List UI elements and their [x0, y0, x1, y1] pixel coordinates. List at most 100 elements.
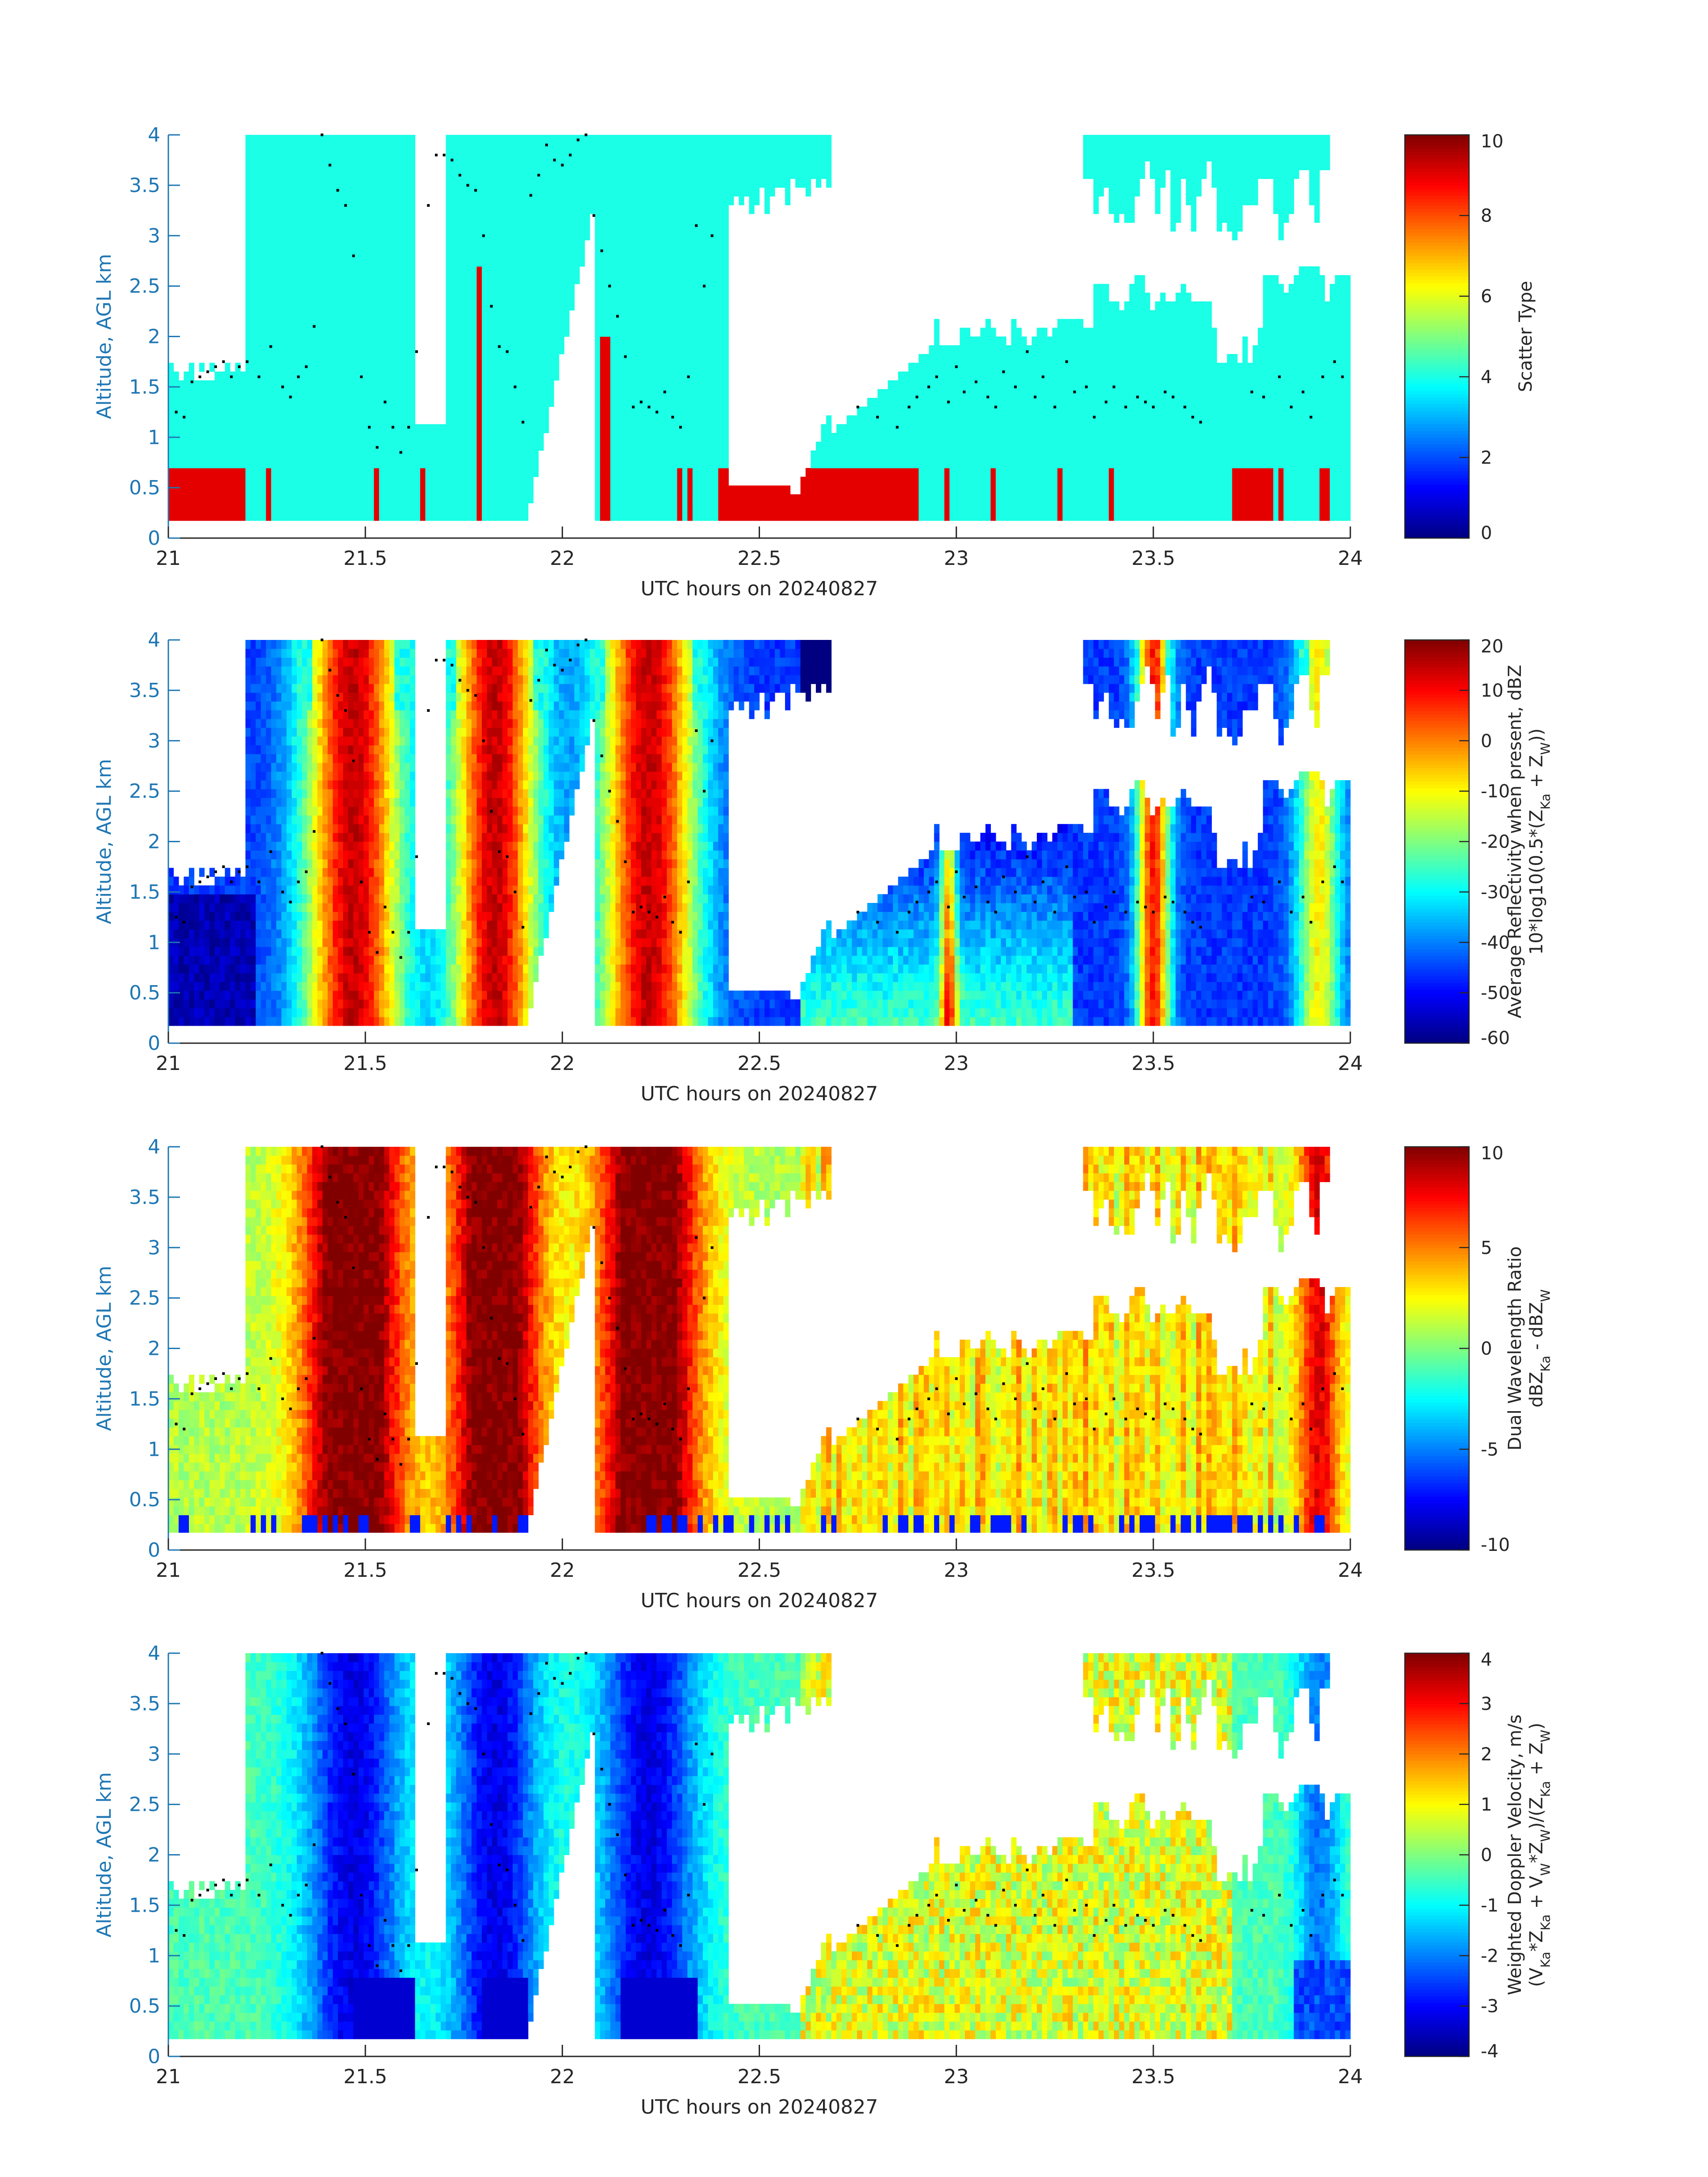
heatmap-cell	[986, 442, 991, 451]
heatmap-cell	[297, 407, 302, 416]
heatmap-cell	[528, 144, 534, 153]
heatmap-cell	[251, 310, 256, 319]
heatmap-cell	[374, 292, 379, 301]
heatmap-cell	[975, 477, 981, 486]
heatmap-cell	[246, 468, 251, 477]
heatmap-cell	[225, 415, 230, 424]
heatmap-cell	[600, 485, 606, 494]
heatmap-cell	[523, 363, 528, 372]
heatmap-cell	[209, 380, 215, 389]
heatmap-cell	[338, 196, 343, 205]
heatmap-cell	[405, 345, 410, 354]
heatmap-cell	[770, 179, 775, 188]
heatmap-cell	[328, 477, 333, 486]
heatmap-cell	[246, 328, 251, 337]
heatmap-cell	[626, 188, 631, 196]
heatmap-cell	[713, 240, 718, 249]
heatmap-cell	[492, 354, 497, 363]
heatmap-cell	[996, 433, 1001, 442]
heatmap-cell	[631, 477, 636, 486]
heatmap-cell	[292, 415, 297, 424]
heatmap-cell	[302, 468, 307, 477]
heatmap-cell	[641, 319, 647, 328]
heatmap-cell	[302, 380, 307, 389]
heatmap-cell	[256, 442, 261, 451]
heatmap-cell	[205, 415, 210, 424]
heatmap-cell	[667, 468, 672, 477]
heatmap-cell	[934, 512, 940, 521]
heatmap-cell	[728, 170, 734, 179]
heatmap-cell	[528, 179, 534, 188]
heatmap-cell	[472, 161, 477, 170]
heatmap-cell	[816, 459, 821, 468]
heatmap-cell	[883, 512, 888, 521]
heatmap-cell	[816, 179, 821, 188]
heatmap-cell	[693, 319, 698, 328]
heatmap-cell	[929, 485, 934, 494]
heatmap-cell	[656, 468, 662, 477]
heatmap-cell	[615, 380, 621, 389]
heatmap-cell	[656, 442, 662, 451]
heatmap-cell	[641, 512, 647, 521]
heatmap-cell	[543, 310, 549, 319]
heatmap-cell	[328, 337, 333, 346]
heatmap-cell	[1011, 319, 1016, 328]
heatmap-cell	[934, 503, 940, 512]
heatmap-cell	[852, 459, 857, 468]
heatmap-cell	[1021, 433, 1027, 442]
heatmap-cell	[394, 266, 400, 275]
heatmap-cell	[302, 249, 307, 258]
heatmap-cell	[271, 301, 276, 310]
heatmap-cell	[610, 451, 616, 460]
heatmap-cell	[456, 328, 461, 337]
heatmap-cell	[281, 222, 287, 231]
heatmap-cell	[980, 459, 986, 468]
heatmap-cell	[806, 135, 811, 144]
heatmap-cell	[697, 301, 703, 310]
heatmap-cell	[955, 372, 960, 380]
heatmap-cell	[949, 398, 955, 407]
heatmap-cell	[641, 354, 647, 363]
heatmap-cell	[687, 266, 693, 275]
heatmap-cell	[1021, 442, 1027, 451]
heatmap-cell	[842, 433, 847, 442]
heatmap-cell	[677, 459, 682, 468]
heatmap-cell	[626, 459, 631, 468]
heatmap-cell	[317, 135, 323, 144]
heatmap-cell	[328, 354, 333, 363]
heatmap-cell	[636, 512, 641, 521]
heatmap-cell	[1047, 337, 1052, 346]
heatmap-cell	[338, 477, 343, 486]
heatmap-cell	[693, 170, 698, 179]
heatmap-cell	[508, 240, 513, 249]
heatmap-cell	[980, 477, 986, 486]
heatmap-cell	[225, 451, 230, 460]
heatmap-cell	[400, 152, 405, 161]
heatmap-cell	[1001, 459, 1006, 468]
heatmap-cell	[908, 494, 914, 503]
heatmap-cell	[621, 380, 626, 389]
heatmap-cell	[1011, 389, 1016, 398]
heatmap-cell	[975, 354, 981, 363]
heatmap-cell	[281, 485, 287, 494]
heatmap-cell	[348, 240, 354, 249]
heatmap-cell	[487, 310, 493, 319]
heatmap-cell	[600, 468, 606, 477]
heatmap-cell	[873, 433, 878, 442]
heatmap-cell	[693, 354, 698, 363]
heatmap-cell	[240, 407, 246, 416]
heatmap-cell	[281, 407, 287, 416]
heatmap-cell	[359, 459, 364, 468]
heatmap-cell	[322, 442, 328, 451]
heatmap-cell	[322, 328, 328, 337]
heatmap-cell	[482, 292, 487, 301]
heatmap-cell	[703, 494, 708, 503]
heatmap-cell	[456, 433, 461, 442]
heatmap-cell	[862, 407, 868, 416]
heatmap-cell	[693, 389, 698, 398]
heatmap-cell	[554, 319, 559, 328]
heatmap-cell	[446, 372, 451, 380]
heatmap-cell	[461, 451, 467, 460]
heatmap-cell	[1037, 424, 1042, 433]
heatmap-cell	[312, 196, 317, 205]
